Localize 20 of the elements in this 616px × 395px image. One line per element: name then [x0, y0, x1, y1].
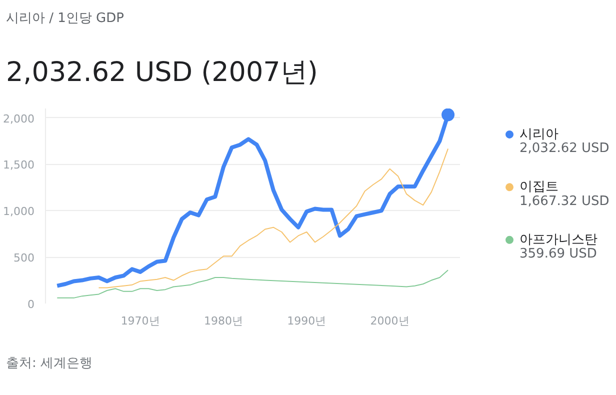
source-note: 출처: 세계은행 [6, 355, 93, 373]
y-tick-label: 1,500 [3, 158, 35, 172]
text: 1,667.32 USD [520, 194, 610, 209]
text: 359.69 USD [520, 246, 597, 262]
x-tick-label: 2000년 [370, 314, 410, 328]
line-series [56, 270, 449, 298]
chart-subtitle: 시리아 / 1인당 GDP [6, 10, 124, 28]
y-tick-label: 0 [28, 298, 34, 311]
chart-title: 2,032.62 USD (2007년) [6, 56, 318, 90]
legend-label: 시리아 [520, 126, 558, 142]
x-tick-label: 1970년 [120, 314, 160, 328]
y-tick-label: 500 [14, 252, 35, 265]
legend-label: 이집트 [520, 180, 558, 195]
y-tick-label: 1,000 [3, 205, 35, 218]
legend-label: 아프가니스탄 [520, 232, 598, 248]
line-series [98, 148, 449, 288]
x-tick-label: 1990년 [287, 314, 326, 328]
x-tick-label: 1980년 [204, 314, 243, 328]
text: 2,032.62 USD [520, 141, 610, 156]
y-tick-label: 2,000 [3, 112, 35, 126]
